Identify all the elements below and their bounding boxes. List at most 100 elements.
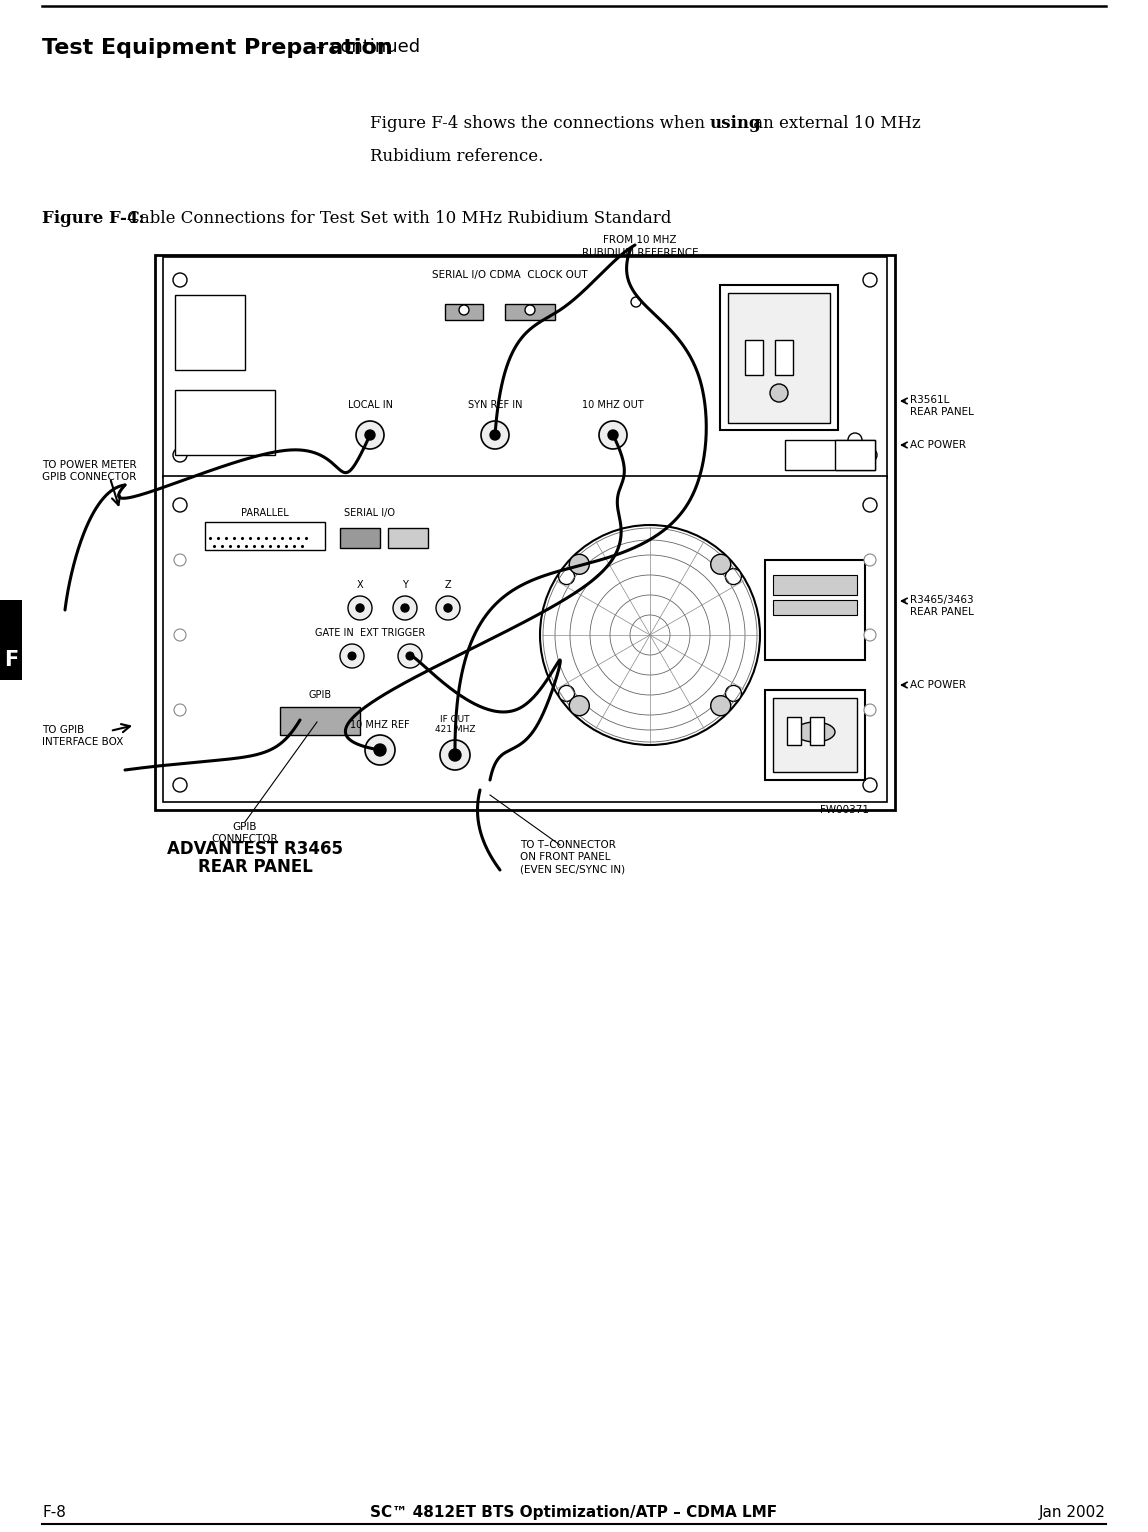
- Bar: [773, 699, 858, 772]
- Bar: [174, 296, 245, 371]
- Text: X: X: [357, 581, 363, 590]
- Bar: [388, 529, 428, 548]
- Text: Z: Z: [444, 581, 451, 590]
- Bar: [765, 689, 864, 780]
- Text: CONNECTOR: CONNECTOR: [211, 833, 278, 844]
- Text: SC™ 4812ET BTS Optimization/ATP – CDMA LMF: SC™ 4812ET BTS Optimization/ATP – CDMA L…: [371, 1504, 777, 1520]
- Bar: [788, 717, 801, 745]
- Text: Jan 2002: Jan 2002: [1039, 1504, 1106, 1520]
- Bar: [280, 706, 360, 735]
- Circle shape: [365, 430, 375, 440]
- Circle shape: [459, 305, 470, 316]
- Circle shape: [406, 653, 414, 660]
- Circle shape: [540, 525, 760, 745]
- Circle shape: [608, 430, 618, 440]
- Circle shape: [559, 685, 574, 702]
- Circle shape: [525, 305, 535, 316]
- Text: 10 MHZ REF: 10 MHZ REF: [350, 720, 410, 731]
- Circle shape: [863, 447, 877, 463]
- Text: AC POWER: AC POWER: [910, 440, 965, 450]
- Circle shape: [174, 555, 186, 565]
- Text: LOCAL IN: LOCAL IN: [348, 400, 393, 411]
- Circle shape: [631, 297, 641, 306]
- Bar: [445, 303, 483, 320]
- Bar: [163, 476, 887, 801]
- Circle shape: [173, 778, 187, 792]
- Text: SYN REF IN: SYN REF IN: [467, 400, 522, 411]
- Circle shape: [449, 749, 461, 761]
- Circle shape: [559, 568, 574, 585]
- Bar: [205, 522, 325, 550]
- Circle shape: [444, 604, 452, 611]
- Circle shape: [348, 653, 356, 660]
- Bar: [773, 574, 858, 594]
- Text: AC POWER: AC POWER: [910, 680, 965, 689]
- Text: 10 MHZ OUT: 10 MHZ OUT: [582, 400, 644, 411]
- Text: REAR PANEL: REAR PANEL: [910, 408, 974, 417]
- Text: SERIAL I/O CDMA  CLOCK OUT: SERIAL I/O CDMA CLOCK OUT: [432, 270, 588, 280]
- Text: R3465/3463: R3465/3463: [910, 594, 974, 605]
- Bar: [810, 717, 824, 745]
- Circle shape: [173, 498, 187, 512]
- Bar: [163, 257, 887, 478]
- Circle shape: [173, 447, 187, 463]
- Text: an external 10 MHz: an external 10 MHz: [748, 115, 921, 132]
- Bar: [835, 440, 875, 470]
- Bar: [745, 340, 763, 375]
- Circle shape: [770, 385, 788, 401]
- Circle shape: [864, 630, 876, 640]
- Circle shape: [398, 643, 422, 668]
- Circle shape: [711, 555, 731, 574]
- Circle shape: [356, 604, 364, 611]
- Bar: [775, 340, 793, 375]
- Text: REAR PANEL: REAR PANEL: [910, 607, 974, 617]
- Text: GPIB CONNECTOR: GPIB CONNECTOR: [42, 472, 137, 483]
- Text: F-8: F-8: [42, 1504, 65, 1520]
- Text: INTERFACE BOX: INTERFACE BOX: [42, 737, 123, 748]
- Circle shape: [726, 685, 742, 702]
- Text: Y: Y: [402, 581, 408, 590]
- Text: GPIB: GPIB: [309, 689, 332, 700]
- Circle shape: [569, 696, 589, 715]
- Bar: [0, 601, 22, 680]
- Circle shape: [569, 555, 589, 574]
- Text: TO POWER METER: TO POWER METER: [42, 460, 137, 470]
- Bar: [340, 529, 380, 548]
- Circle shape: [174, 705, 186, 715]
- Text: GATE IN  EXT TRIGGER: GATE IN EXT TRIGGER: [315, 628, 425, 637]
- Circle shape: [864, 705, 876, 715]
- Text: Test Equipment Preparation: Test Equipment Preparation: [42, 38, 393, 58]
- Bar: [720, 285, 838, 430]
- Circle shape: [393, 596, 417, 620]
- Bar: [785, 440, 875, 470]
- Circle shape: [863, 498, 877, 512]
- Circle shape: [348, 596, 372, 620]
- Circle shape: [726, 568, 742, 585]
- Text: Cable Connections for Test Set with 10 MHz Rubidium Standard: Cable Connections for Test Set with 10 M…: [122, 210, 672, 227]
- Circle shape: [599, 421, 627, 449]
- Circle shape: [863, 778, 877, 792]
- Circle shape: [356, 421, 383, 449]
- Circle shape: [173, 273, 187, 286]
- Text: FROM 10 MHZ: FROM 10 MHZ: [603, 234, 677, 245]
- Text: RUBIDIUM REFERENCE: RUBIDIUM REFERENCE: [582, 248, 698, 257]
- Circle shape: [440, 740, 470, 771]
- Text: IF OUT
421 MHZ: IF OUT 421 MHZ: [435, 715, 475, 734]
- Circle shape: [481, 421, 509, 449]
- Circle shape: [711, 696, 731, 715]
- Circle shape: [864, 555, 876, 565]
- Bar: [155, 254, 895, 810]
- Bar: [728, 293, 830, 423]
- Text: REAR PANEL: REAR PANEL: [197, 858, 312, 876]
- Text: R3561L: R3561L: [910, 395, 949, 404]
- Text: GPIB: GPIB: [233, 823, 257, 832]
- Bar: [174, 391, 276, 455]
- Bar: [765, 561, 864, 660]
- Text: – continued: – continued: [310, 38, 420, 57]
- Text: Rubidium reference.: Rubidium reference.: [370, 149, 543, 165]
- Circle shape: [365, 735, 395, 764]
- Text: Figure F-4:: Figure F-4:: [42, 210, 145, 227]
- Text: using: using: [709, 115, 761, 132]
- Text: SERIAL I/O: SERIAL I/O: [344, 509, 396, 518]
- Circle shape: [490, 430, 501, 440]
